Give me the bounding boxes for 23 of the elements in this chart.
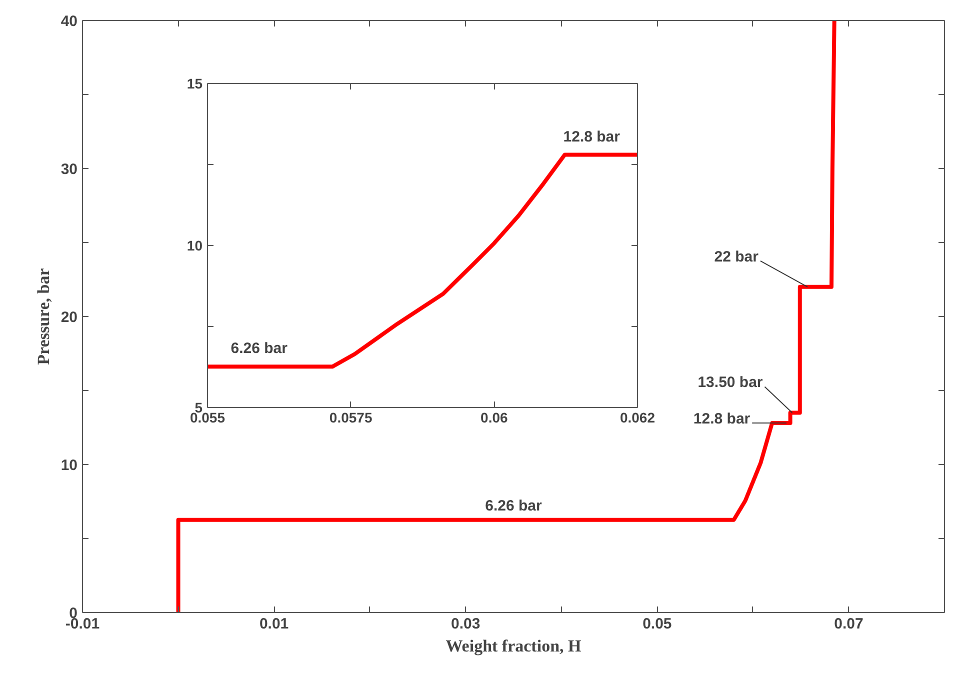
line-series	[208, 152, 638, 369]
y-tick-label: 20	[60, 309, 78, 326]
annotation: 6.26 bar	[230, 340, 288, 358]
x-tick-label: 0.07	[834, 616, 864, 632]
annotation: 22 bar	[714, 248, 759, 266]
y-tick-label: 10	[60, 457, 78, 474]
x-axis-title: Weight fraction, H	[446, 636, 582, 656]
x-tick-label: 0.03	[451, 616, 480, 632]
annotation: 13.50 bar	[698, 374, 763, 392]
line-series	[176, 20, 836, 612]
x-tick-label: 0.05	[642, 616, 672, 632]
y-axis-title: Pressure, bar	[34, 268, 53, 365]
y-tick-label: 10	[186, 238, 203, 254]
x-tick-label: 0.01	[259, 616, 289, 632]
x-tick-label: 0.06	[480, 410, 508, 426]
annotation: 12.8 bar	[563, 128, 620, 146]
annotation: 12.8 bar	[693, 410, 750, 428]
y-tick-label: 15	[186, 76, 203, 92]
x-tick-label: 0.062	[620, 410, 656, 426]
y-tick-label: 30	[60, 161, 78, 178]
x-tick-label: 0.0575	[329, 410, 372, 426]
y-tick-label: 40	[60, 13, 78, 30]
annotation: 6.26 bar	[485, 497, 542, 514]
